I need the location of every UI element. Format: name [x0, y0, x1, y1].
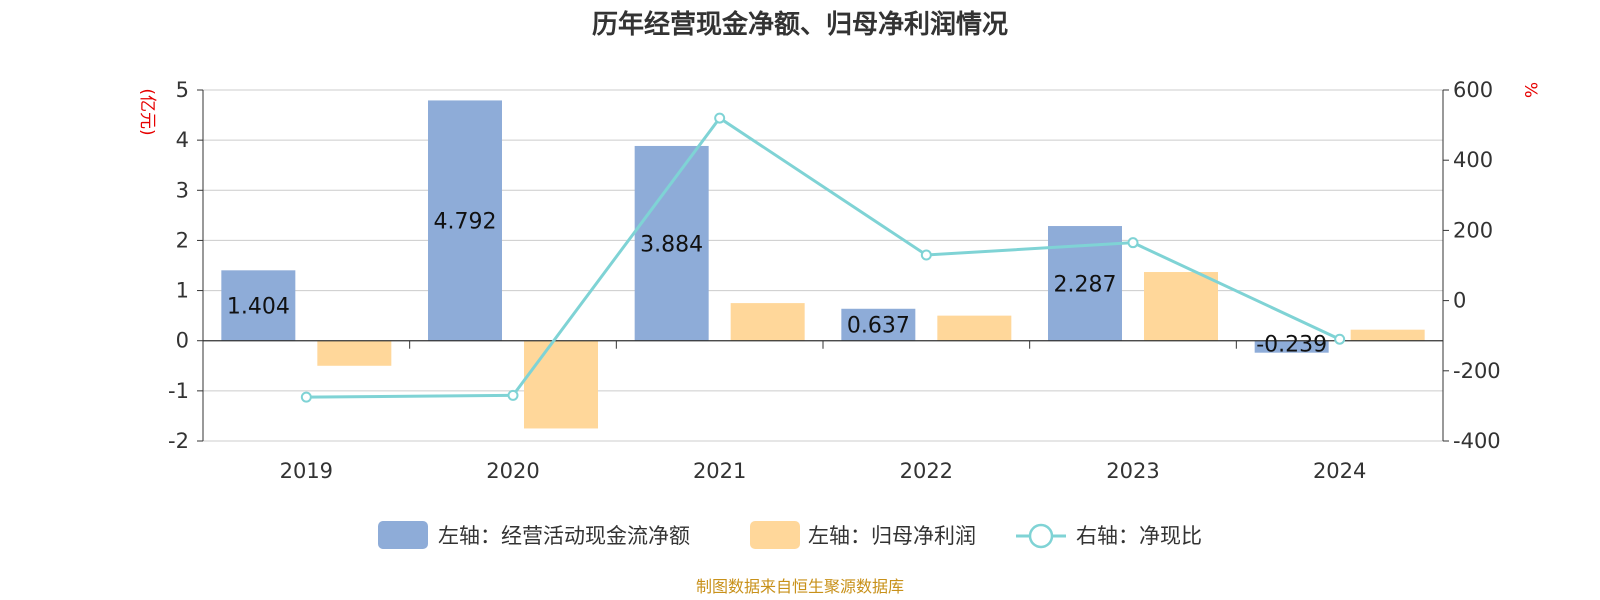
left-axis-tick-label: 2 [176, 228, 189, 252]
labels-layer: 1.404 4.792 3.884 0.637 2.287 -0.239 [227, 210, 1327, 358]
x-axis-tick-label: 2019 [280, 459, 333, 483]
right-axis-tick-label: -200 [1453, 359, 1501, 383]
data-label-cash-flow-2021: 3.884 [640, 232, 703, 257]
left-axis-tick-label: 1 [176, 279, 189, 303]
data-label-cash-flow-2024: -0.239 [1256, 333, 1327, 358]
bar-net-profit-2020 [524, 340, 598, 429]
bar-cash-flow-2022 [841, 308, 916, 341]
data-label-cash-flow-2019: 1.404 [227, 295, 290, 320]
line-layer [300, 112, 1346, 403]
grid-layer [203, 89, 1443, 442]
x-axis-tick-label: 2024 [1313, 459, 1366, 483]
point-ratio-2019 [300, 391, 312, 403]
bar-cash-flow-2020 [428, 100, 502, 341]
bar-cash-flow-2021 [634, 145, 709, 341]
left-axis-tick-label: 3 [176, 178, 189, 202]
right-axis-tick-label: 600 [1453, 78, 1493, 102]
legend-label-cash-flow: 左轴：经营活动现金流净额 [438, 524, 690, 548]
bar-cash-flow-2019 [221, 270, 296, 341]
legend-item-net-profit[interactable]: 左轴：归母净利润 [750, 521, 976, 549]
data-label-cash-flow-2020: 4.792 [434, 210, 497, 235]
x-axis-tick-label: 2020 [486, 459, 539, 483]
data-label-cash-flow-2022: 0.637 [847, 314, 910, 339]
bar-net-profit-2022 [937, 315, 1012, 341]
legend: 左轴：经营活动现金流净额 左轴：归母净利润 右轴：净现比 [378, 521, 1202, 549]
legend-swatch-net-profit [750, 521, 800, 549]
legend-label-net-profit: 左轴：归母净利润 [808, 524, 976, 548]
bar-net-profit-2024 [1350, 329, 1425, 341]
point-ratio-2024 [1334, 333, 1346, 345]
bar-net-profit-2019 [317, 340, 392, 366]
legend-swatch-cash-flow [378, 521, 428, 549]
left-axis-tick-label: -1 [168, 379, 189, 403]
point-ratio-2021 [714, 112, 726, 124]
x-axis-tick-label: 2023 [1106, 459, 1159, 483]
bar-net-profit-2023 [1144, 272, 1218, 341]
right-axis-unit: % [1520, 82, 1540, 98]
bar-cash-flow-2024 [1254, 340, 1329, 353]
line-ratio [306, 116, 1341, 399]
right-axis-tick-label: 400 [1453, 148, 1493, 172]
point-ratio-2020 [507, 389, 519, 401]
legend-marker-ratio [1028, 523, 1054, 549]
x-axis-tick-label: 2022 [900, 459, 953, 483]
point-ratio-2023 [1127, 237, 1139, 249]
left-axis-tick-label: 4 [176, 128, 189, 152]
x-axis-tick-label: 2021 [693, 459, 746, 483]
bars-layer [221, 100, 1425, 429]
left-axis-tick-label: 5 [176, 78, 189, 102]
legend-label-ratio: 右轴：净现比 [1076, 524, 1202, 548]
bar-net-profit-2021 [730, 303, 805, 341]
left-axis-tick-label: -2 [168, 429, 189, 453]
right-axis-tick-label: 0 [1453, 289, 1466, 313]
left-axis-tick-label: 0 [176, 329, 189, 353]
right-axis-tick-label: -400 [1453, 429, 1501, 453]
point-ratio-2022 [920, 249, 932, 261]
source-note: 制图数据来自恒生聚源数据库 [696, 577, 904, 596]
axis-layer: -2 -1 0 1 2 3 4 5 -400 -200 0 200 400 600 2019 2020 2021… [168, 78, 1501, 483]
legend-item-cash-flow[interactable]: 左轴：经营活动现金流净额 [378, 521, 690, 549]
right-axis-tick-label: 200 [1453, 218, 1493, 242]
left-axis-unit: (亿元) [137, 88, 157, 135]
chart-title: 历年经营现金净额、归母净利润情况 [592, 9, 1008, 40]
legend-item-ratio[interactable]: 右轴：净现比 [1016, 523, 1202, 549]
data-label-cash-flow-2023: 2.287 [1054, 272, 1117, 297]
